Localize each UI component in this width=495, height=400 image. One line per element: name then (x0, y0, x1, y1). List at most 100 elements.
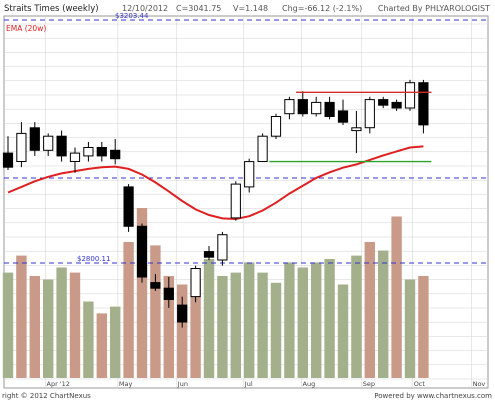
volume-bar (284, 262, 295, 378)
candle (29, 122, 40, 156)
candle (83, 141, 94, 162)
volume-bar (244, 262, 255, 378)
candle (257, 133, 268, 162)
x-tick-label: Jul (244, 380, 253, 388)
volume-bar (83, 301, 94, 378)
guide-lines: $3203.44 $2800.11 (4, 12, 488, 264)
candle-body-up (16, 132, 27, 162)
candle (136, 223, 148, 283)
ema-legend: EMA (20w) (6, 24, 46, 33)
candle-body-down (163, 287, 174, 301)
chart-title: Straits Times (weekly) (4, 4, 99, 14)
candle (217, 231, 228, 266)
x-tick-label: Jun (177, 380, 188, 388)
candle (177, 296, 188, 328)
candle-body-up (244, 161, 255, 188)
candle-body-down (177, 304, 188, 323)
candle-body-up (284, 99, 295, 115)
volume-bar (2, 272, 14, 378)
candle-body-down (96, 147, 107, 157)
candle-body-down (150, 282, 161, 289)
volume-bar (177, 284, 188, 378)
volume-bar (324, 259, 335, 378)
candle (56, 130, 67, 162)
candle-body-up (257, 135, 268, 162)
candle (230, 181, 241, 221)
candle (270, 113, 282, 139)
volume-label: V=1.148 (233, 4, 268, 13)
candle (163, 277, 174, 308)
candle-body-up (311, 101, 322, 115)
candle (43, 133, 54, 156)
volume-bar (96, 313, 107, 378)
volume-bar (69, 272, 81, 378)
annotations (269, 91, 432, 163)
candle (324, 96, 335, 120)
candle-body-down (123, 186, 134, 227)
volume-bar (150, 245, 161, 378)
volume-bar (217, 276, 228, 378)
volume-bar (404, 279, 416, 378)
x-tick-label: Aug (303, 380, 316, 388)
volume-bar (311, 262, 322, 378)
candle-body-up (270, 116, 282, 137)
volume-bar (230, 272, 241, 378)
candle (203, 246, 215, 261)
candle (284, 96, 295, 120)
candle (337, 99, 349, 125)
tick-labels: Apr '12 May Jun Jul Aug Sep Oct Nov (47, 380, 486, 388)
volume-bar (110, 306, 121, 378)
candle-body-down (324, 101, 335, 118)
candle (404, 79, 416, 111)
volume-bar (136, 208, 148, 378)
candle (16, 122, 27, 168)
copyright-label: right © 2012 ChartNexus (2, 392, 91, 400)
ema-line (7, 145, 424, 221)
plot-frame (3, 15, 489, 389)
credit-label: Charted By PHLYAROLOGIST (378, 4, 490, 13)
volume-bar (16, 255, 27, 378)
candle (351, 110, 362, 154)
candle (150, 274, 161, 291)
candle (110, 139, 121, 165)
candle-body-down (110, 149, 121, 160)
candle-body-down (378, 99, 389, 106)
volume-bar (56, 267, 67, 378)
x-tick-label: Oct (414, 380, 426, 388)
candle (378, 96, 389, 109)
volume-bar (337, 284, 349, 378)
candle-body-down (56, 135, 67, 157)
volume-bar (163, 276, 174, 378)
x-tick-label: May (119, 380, 133, 388)
x-tick-label: Nov (473, 380, 486, 388)
candle (391, 99, 402, 111)
candle (69, 147, 81, 173)
candle (297, 91, 308, 117)
candle-body-down (136, 225, 148, 278)
volume-bar (378, 250, 389, 378)
candle-body-up (190, 268, 201, 298)
candle-body-down (391, 101, 402, 109)
candle-body-up (351, 127, 362, 132)
date-label: 12/10/2012 (122, 4, 168, 13)
powered-by-label: Powered by www.chartnexus.com (374, 392, 492, 400)
volume-bar (257, 272, 268, 378)
volume-bar (364, 242, 375, 378)
candle (364, 96, 375, 134)
volume-bar (123, 242, 134, 378)
candle (190, 265, 201, 303)
candle-body-down (2, 152, 14, 168)
candle-body-down (203, 251, 215, 258)
volume-bar (203, 259, 215, 378)
candle-body-up (364, 99, 375, 129)
ema-layer (7, 145, 424, 221)
candles (2, 79, 429, 328)
reference-line-label: $2800.11 (77, 255, 110, 263)
candle-body-up (217, 234, 228, 261)
candle-body-up (43, 135, 54, 151)
candle (418, 79, 429, 134)
reference-line-label: $3203.44 (115, 12, 149, 20)
candle (244, 158, 255, 193)
candle (96, 141, 107, 162)
